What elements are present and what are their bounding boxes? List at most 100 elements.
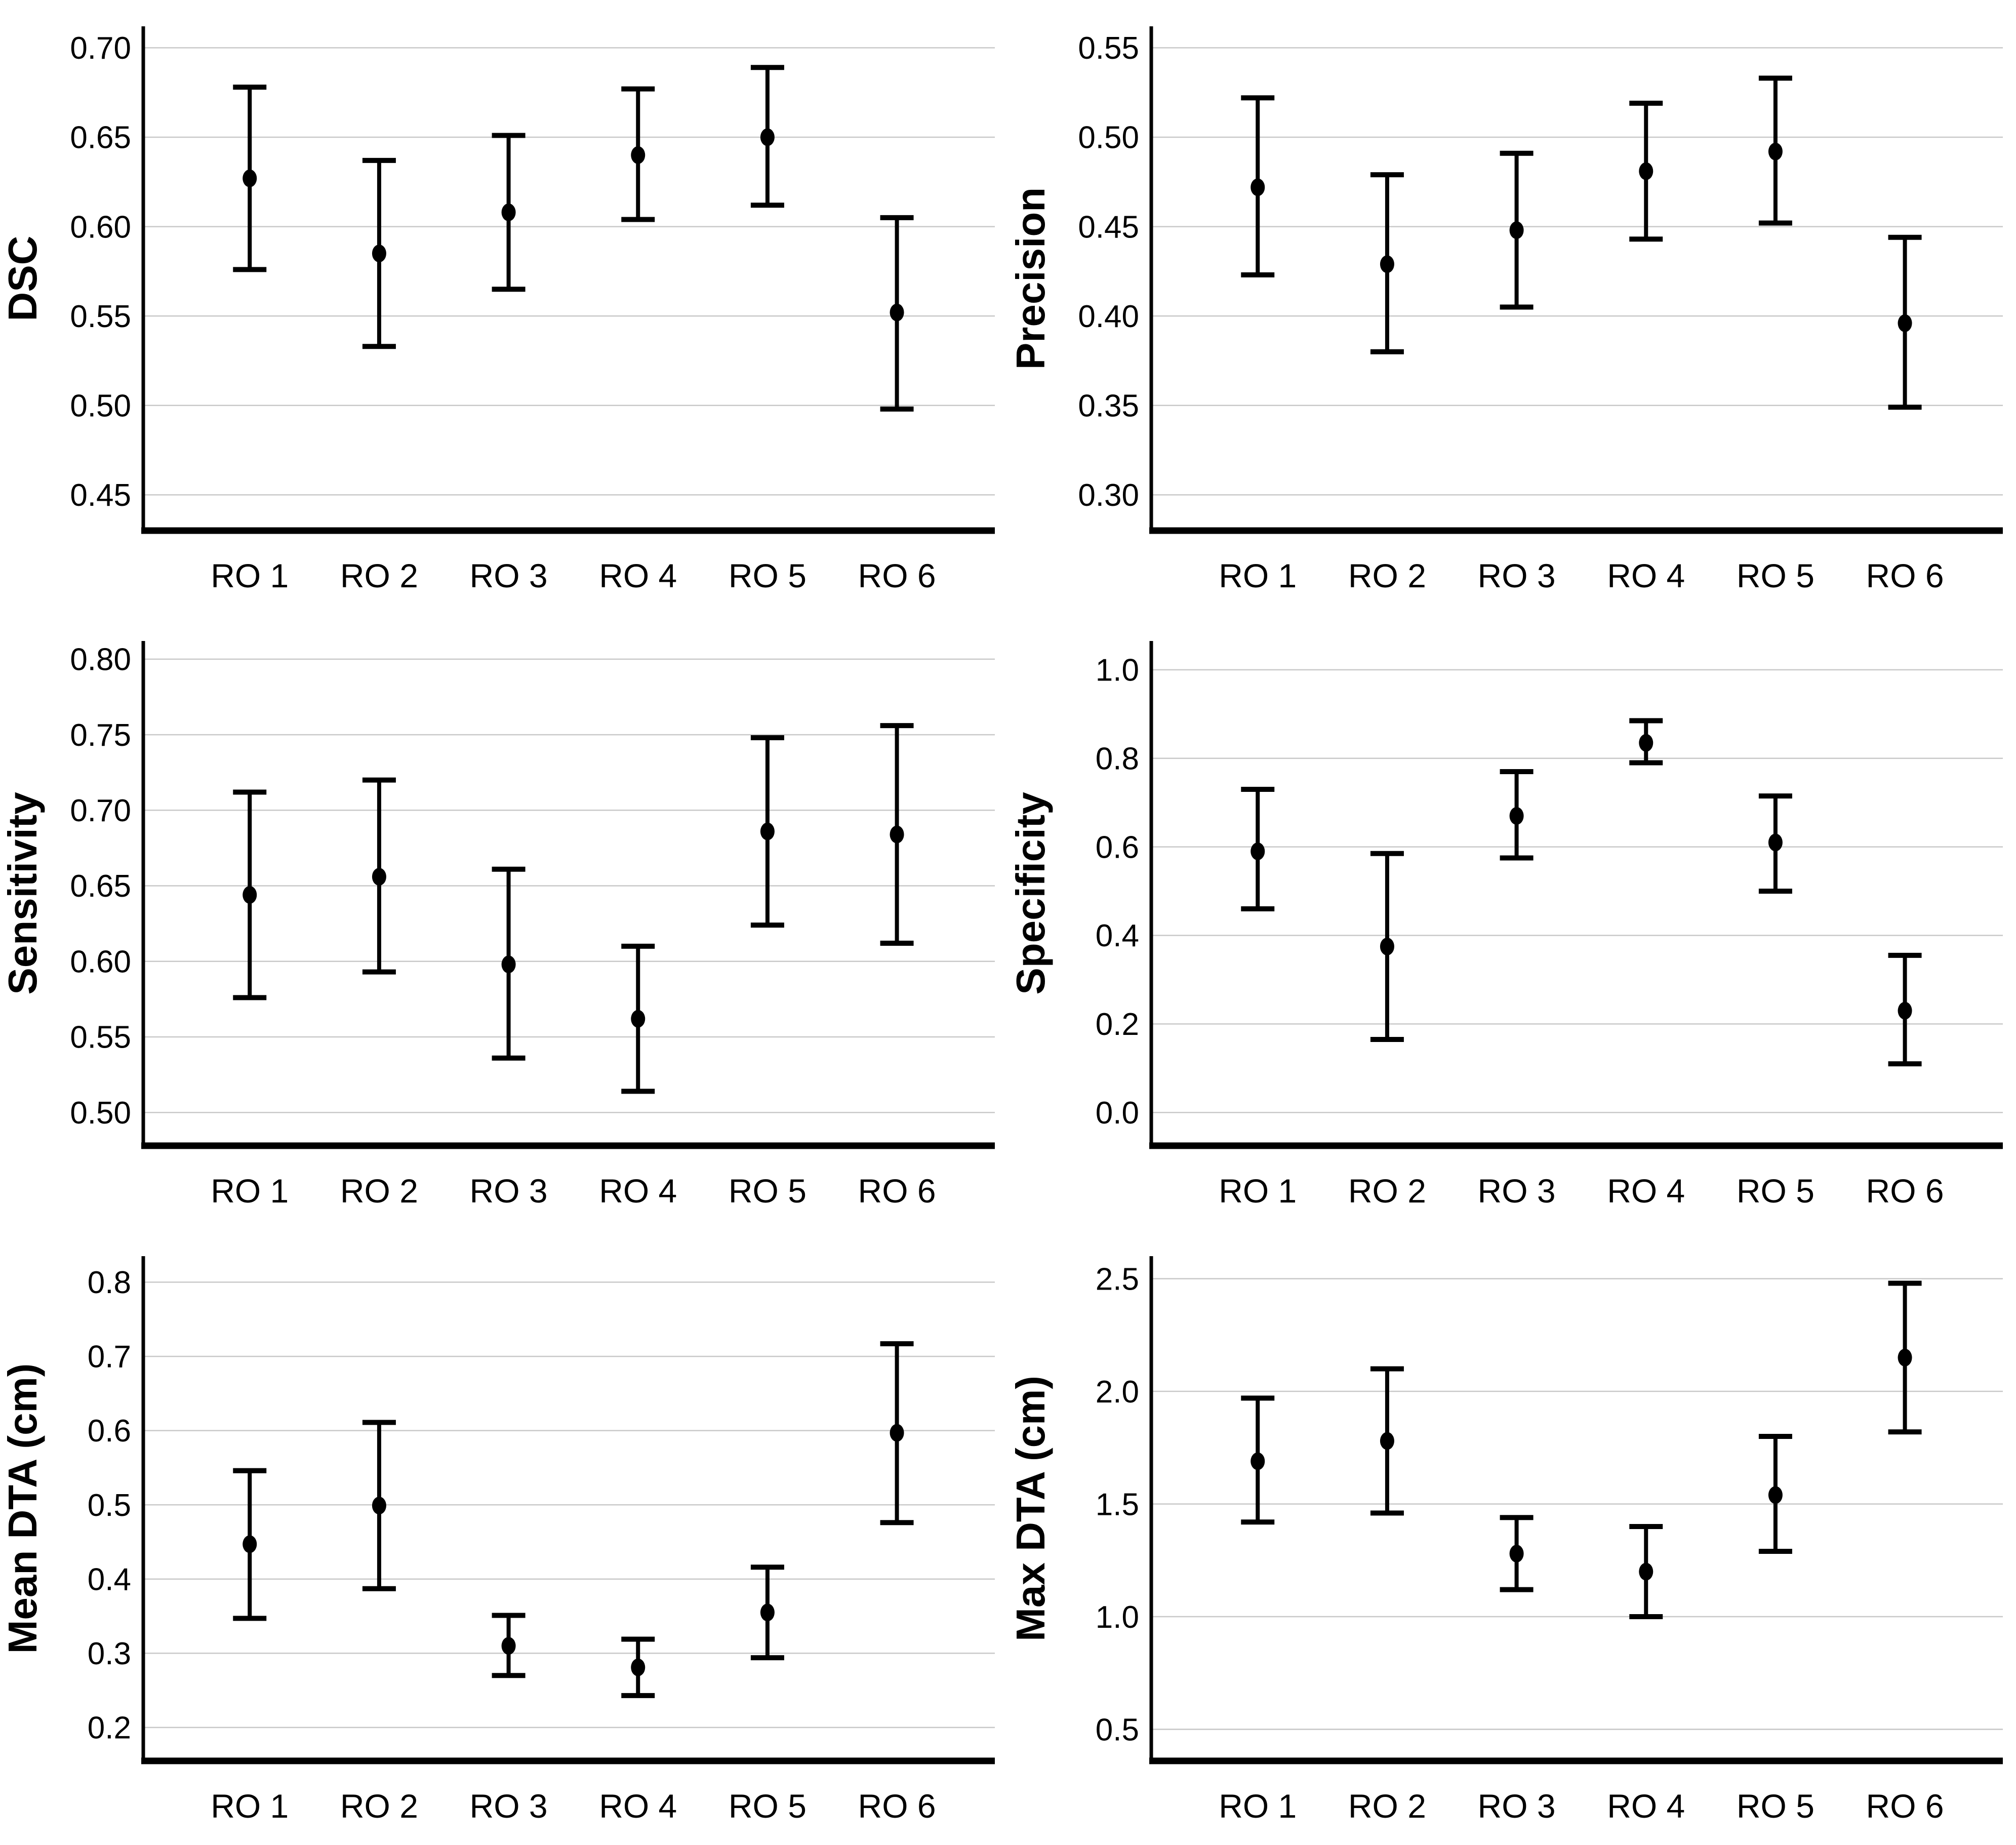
x-tick-label: RO 6	[1866, 557, 1944, 594]
y-tick-label: 0.8	[1096, 741, 1139, 776]
x-tick-label: RO 6	[858, 557, 936, 594]
y-tick-label: 0.6	[1096, 830, 1139, 865]
x-tick-label: RO 5	[1737, 1172, 1815, 1210]
x-tick-label: RO 1	[1219, 1787, 1297, 1825]
panel-sensitivity: 0.50 0.55 0.60 0.65 0.70 0.75 0.80 Sensitivity R…	[0, 615, 1008, 1230]
y-tick-label: 0.60	[70, 210, 131, 245]
y-axis-title: Max DTA (cm)	[1008, 1376, 1053, 1641]
max-dta-errorbar-chart: 0.5 1.0 1.5 2.0 2.5 Max DTA (cm) RO 1 RO 2 RO 3 R…	[1008, 1256, 2003, 1825]
mean-point-marker	[243, 169, 257, 187]
x-tick-label: RO 4	[1607, 557, 1685, 594]
y-tick-label: 0.40	[1078, 299, 1139, 334]
x-tick-label: RO 4	[1607, 1787, 1685, 1825]
y-tick-label: 0.80	[70, 643, 131, 677]
x-tick-label: RO 1	[211, 557, 289, 594]
y-axis-title: Specificity	[1008, 792, 1053, 995]
x-tick-label: RO 3	[1478, 557, 1556, 594]
y-tick-label: 0.3	[88, 1636, 131, 1671]
mean-point-marker	[890, 825, 904, 844]
mean-point-marker	[631, 1658, 646, 1676]
x-tick-label: RO 1	[211, 1172, 289, 1210]
y-tick-label: 2.0	[1096, 1375, 1139, 1410]
mean-point-marker	[1380, 1432, 1394, 1450]
mean-point-marker	[1509, 221, 1524, 239]
dsc-errorbar-chart: 0.45 0.50 0.55 0.60 0.65 0.70 DSC RO 1 RO 2 RO 3 R…	[0, 26, 995, 594]
sensitivity-errorbar-chart: 0.50 0.55 0.60 0.65 0.70 0.75 0.80 Sensitivity R…	[0, 641, 995, 1210]
mean-point-marker	[631, 1010, 646, 1028]
x-tick-label: RO 5	[1737, 1787, 1815, 1825]
panel-dsc: 0.45 0.50 0.55 0.60 0.65 0.70 DSC RO 1 RO 2 RO 3 R…	[0, 0, 1008, 615]
y-tick-label: 0.6	[88, 1414, 131, 1449]
x-tick-label: RO 6	[1866, 1787, 1944, 1825]
mean-point-marker	[890, 1424, 904, 1442]
mean-point-marker	[1898, 314, 1912, 332]
mean-point-marker	[1251, 842, 1265, 860]
x-tick-label: RO 2	[340, 557, 418, 594]
x-tick-label: RO 6	[858, 1787, 936, 1825]
mean-point-marker	[1380, 255, 1394, 273]
x-tick-label: RO 5	[729, 1787, 807, 1825]
x-tick-label: RO 1	[1219, 1172, 1297, 1210]
y-tick-label: 0.5	[88, 1488, 131, 1523]
y-tick-label: 0.65	[70, 869, 131, 904]
mean-point-marker	[243, 1535, 257, 1553]
mean-point-marker	[1639, 162, 1654, 180]
y-tick-label: 0.75	[70, 718, 131, 753]
x-tick-label: RO 4	[1607, 1172, 1685, 1210]
mean-point-marker	[1768, 1486, 1783, 1504]
y-tick-label: 0.55	[1078, 31, 1139, 66]
x-tick-label: RO 4	[599, 557, 677, 594]
panel-precision: 0.30 0.35 0.40 0.45 0.50 0.55 Precision RO 1 RO …	[1008, 0, 2016, 615]
mean-point-marker	[501, 1637, 516, 1655]
y-tick-label: 1.0	[1096, 1600, 1139, 1635]
mean-point-marker	[1251, 1452, 1265, 1470]
mean-point-marker	[1768, 833, 1783, 852]
mean-point-marker	[1639, 1562, 1654, 1581]
mean-point-marker	[1898, 1348, 1912, 1367]
y-tick-label: 0.55	[70, 299, 131, 334]
x-tick-label: RO 3	[470, 1172, 548, 1210]
mean-point-marker	[760, 822, 775, 840]
y-axis-title: Mean DTA (cm)	[0, 1363, 45, 1654]
mean-point-marker	[1380, 937, 1394, 955]
mean-point-marker	[372, 1497, 386, 1515]
panel-max-dta: 0.5 1.0 1.5 2.0 2.5 Max DTA (cm) RO 1 RO 2 RO 3 R…	[1008, 1230, 2016, 1845]
y-tick-label: 1.5	[1096, 1487, 1139, 1522]
x-tick-label: RO 5	[1737, 557, 1815, 594]
y-tick-label: 0.50	[1078, 121, 1139, 155]
y-tick-label: 2.5	[1096, 1262, 1139, 1297]
x-tick-label: RO 3	[470, 1787, 548, 1825]
mean-point-marker	[890, 303, 904, 322]
mean-point-marker	[1898, 1001, 1912, 1020]
x-tick-label: RO 3	[1478, 1172, 1556, 1210]
mean-point-marker	[760, 1603, 775, 1622]
panel-specificity: 0.0 0.2 0.4 0.6 0.8 1.0 Specificity RO 1 RO 2 RO …	[1008, 615, 2016, 1230]
y-tick-label: 0.35	[1078, 388, 1139, 423]
y-tick-label: 0.30	[1078, 478, 1139, 513]
y-axis-title: DSC	[0, 236, 45, 322]
x-tick-label: RO 2	[1348, 557, 1426, 594]
y-axis-title: Sensitivity	[0, 792, 45, 995]
y-tick-label: 0.60	[70, 944, 131, 979]
mean-point-marker	[760, 128, 775, 146]
y-tick-label: 1.0	[1096, 653, 1139, 688]
y-tick-label: 0.0	[1096, 1096, 1139, 1131]
y-tick-label: 0.50	[70, 388, 131, 423]
mean-point-marker	[501, 203, 516, 221]
precision-errorbar-chart: 0.30 0.35 0.40 0.45 0.50 0.55 Precision RO 1 RO …	[1008, 26, 2003, 594]
y-tick-label: 0.7	[88, 1340, 131, 1375]
mean-point-marker	[1768, 142, 1783, 161]
y-tick-label: 0.50	[70, 1096, 131, 1131]
x-tick-label: RO 1	[1219, 557, 1297, 594]
mean-dta-errorbar-chart: 0.2 0.3 0.4 0.5 0.6 0.7 0.8 Mean DTA (cm) RO 1 RO…	[0, 1256, 995, 1825]
y-tick-label: 0.70	[70, 793, 131, 828]
y-tick-label: 0.2	[1096, 1007, 1139, 1042]
x-tick-label: RO 1	[211, 1787, 289, 1825]
mean-point-marker	[631, 146, 646, 164]
x-tick-label: RO 2	[1348, 1787, 1426, 1825]
mean-point-marker	[372, 245, 386, 263]
y-tick-label: 0.2	[88, 1711, 131, 1746]
mean-point-marker	[1509, 1544, 1524, 1562]
x-tick-label: RO 4	[599, 1787, 677, 1825]
